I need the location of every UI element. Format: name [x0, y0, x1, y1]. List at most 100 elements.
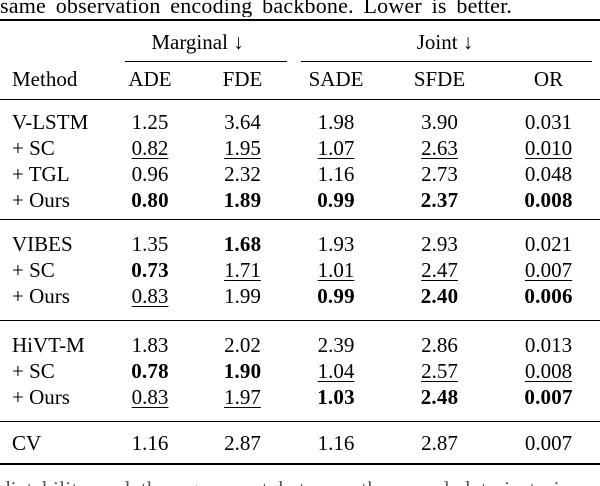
value: 2.02 [224, 333, 261, 358]
value: 2.32 [224, 162, 261, 187]
value: 2.47 [421, 258, 458, 283]
value: 0.031 [524, 110, 573, 135]
method-cell: + Ours [12, 284, 70, 309]
value-cell: 1.83 [105, 321, 195, 359]
value-cell: 0.007 [497, 384, 600, 422]
value: 0.80 [131, 188, 169, 213]
value: 0.008 [524, 188, 573, 213]
value: 1.89 [223, 188, 262, 213]
value: 0.021 [524, 232, 573, 257]
col-header-sfde: SFDE [382, 62, 498, 101]
value: 2.87 [224, 431, 261, 456]
value-cell: 2.40 [382, 283, 497, 321]
group-header-row: Marginal ↓ Joint ↓ [0, 20, 600, 63]
caption-bottom-clip: dictability and the agreement between th… [0, 474, 600, 486]
table-row: + Ours 0.83 1.97 1.03 2.48 0.007 [0, 384, 600, 422]
value: 2.93 [421, 232, 458, 257]
section-vibes: VIBES 1.35 1.68 1.93 2.93 0.021 + SC 0.7… [0, 219, 600, 321]
value-cell: 1.89 [195, 187, 290, 220]
value: 2.86 [421, 333, 458, 358]
value: 2.48 [420, 385, 459, 410]
value-cell: 1.04 [290, 358, 382, 384]
method-cell: + SC [12, 136, 55, 161]
value: 1.90 [223, 359, 262, 384]
value: 1.16 [131, 431, 169, 456]
value: 1.01 [317, 258, 355, 283]
value: 0.83 [131, 284, 169, 309]
method-cell: HiVT-M [12, 333, 85, 358]
value-cell: 2.63 [382, 135, 497, 161]
results-table: Marginal ↓ Joint ↓ Method ADE FDE SADE S… [0, 19, 600, 466]
value: 0.007 [524, 431, 573, 456]
group-header-joint: Joint ↓ [290, 20, 600, 63]
value: 1.93 [317, 232, 355, 257]
value-cell: 1.07 [290, 135, 382, 161]
caption-top-text: same observation encoding backbone. Lowe… [0, 0, 513, 17]
value-cell: 2.86 [382, 321, 497, 359]
value: 0.73 [131, 258, 169, 283]
value-cell: 1.98 [290, 100, 382, 136]
value-cell: 1.03 [290, 384, 382, 422]
value: 1.25 [131, 110, 169, 135]
value: 0.007 [524, 385, 573, 410]
value-cell: 1.01 [290, 257, 382, 283]
value-cell: 0.006 [497, 283, 600, 321]
value-cell: 0.013 [497, 321, 600, 359]
value-cell: 3.64 [195, 100, 290, 136]
value: 1.97 [224, 385, 261, 410]
value-cell: 0.010 [497, 135, 600, 161]
col-header-or: OR [497, 62, 600, 101]
method-cell: V-LSTM [12, 110, 89, 135]
value-cell: 0.96 [105, 161, 195, 187]
value-cell: 2.57 [382, 358, 497, 384]
value: 0.008 [524, 359, 573, 384]
value-cell: 1.35 [105, 220, 195, 258]
value-cell: 2.32 [195, 161, 290, 187]
value: 0.007 [524, 258, 573, 283]
value-cell: 2.47 [382, 257, 497, 283]
value: 1.35 [131, 232, 169, 257]
method-cell: + TGL [12, 162, 70, 187]
value: 2.40 [420, 284, 459, 309]
value-cell: 2.87 [382, 422, 497, 465]
value: 0.013 [524, 333, 573, 358]
value-cell: 2.73 [382, 161, 497, 187]
col-header-method: Method [0, 62, 105, 101]
value-cell: 0.99 [290, 283, 382, 321]
table-row: + SC 0.82 1.95 1.07 2.63 0.010 [0, 135, 600, 161]
method-cell: + Ours [12, 188, 70, 213]
table-row: CV 1.16 2.87 1.16 2.87 0.007 [0, 422, 600, 465]
value-cell: 1.97 [195, 384, 290, 422]
value: 0.048 [524, 162, 573, 187]
value: 0.010 [524, 136, 573, 161]
value: 2.37 [420, 188, 459, 213]
method-cell: + Ours [12, 385, 70, 410]
value-cell: 0.008 [497, 358, 600, 384]
value: 1.16 [317, 162, 355, 187]
method-cell: CV [12, 431, 42, 456]
value: 0.99 [317, 284, 355, 309]
section-vlstm: V-LSTM 1.25 3.64 1.98 3.90 0.031 + SC 0.… [0, 100, 600, 220]
value-cell: 1.16 [290, 422, 382, 465]
value-cell: 1.90 [195, 358, 290, 384]
value-cell: 0.048 [497, 161, 600, 187]
value-cell: 1.68 [195, 220, 290, 258]
group-header-blank [0, 20, 105, 62]
method-cell: + SC [12, 258, 55, 283]
value-cell: 1.16 [290, 161, 382, 187]
value-cell: 0.73 [105, 257, 195, 283]
table-row: + SC 0.73 1.71 1.01 2.47 0.007 [0, 257, 600, 283]
value: 1.83 [131, 333, 169, 358]
table-row: + SC 0.78 1.90 1.04 2.57 0.008 [0, 358, 600, 384]
value: 3.90 [421, 110, 458, 135]
cmidrule-joint [301, 61, 593, 63]
group-header-joint-label: Joint ↓ [416, 30, 474, 54]
col-header-sade: SADE [290, 62, 383, 101]
value-cell: 0.031 [497, 100, 600, 136]
group-header-marginal: Marginal ↓ [105, 20, 290, 63]
value-cell: 0.007 [497, 422, 600, 465]
value-cell: 1.71 [195, 257, 290, 283]
value-cell: 0.007 [497, 257, 600, 283]
value: 0.83 [131, 385, 169, 410]
table-row: HiVT-M 1.83 2.02 2.39 2.86 0.013 [0, 321, 600, 359]
